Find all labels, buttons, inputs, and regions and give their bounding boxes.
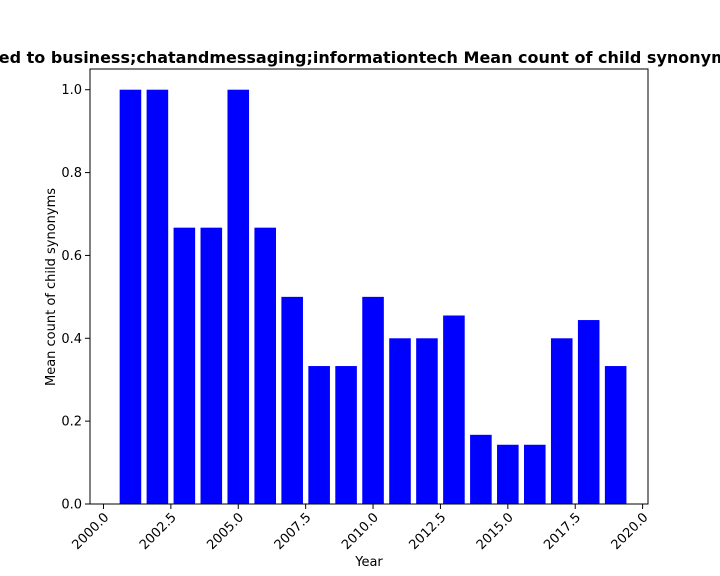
x-tick-label: 2002.5 [137,510,180,553]
bar-2012 [416,338,438,504]
x-tick-label: 2017.5 [541,510,584,553]
bar-2002 [146,89,169,505]
x-tick-label: 2012.5 [406,510,449,553]
plot-frame [89,68,649,505]
y-tick-label: 1.0 [61,83,82,98]
bar-2017 [550,338,573,504]
bar-2010 [362,296,384,504]
y-tick-label: 0.6 [61,249,82,264]
bar-2009 [335,366,357,504]
x-tick-label: 2010.0 [339,510,382,553]
x-tick-label: 2005.0 [204,510,247,553]
bar-2013 [443,315,465,504]
x-axis-label: Year [354,555,383,570]
bar-2004 [200,227,223,505]
y-tick-label: 0.0 [61,498,82,513]
x-tick-label: 2015.0 [474,510,517,553]
bar-2007 [281,296,303,504]
bar-2019 [604,366,627,504]
y-tick-label: 0.4 [61,332,82,347]
x-tick-label: 2000.0 [70,510,113,553]
chart-title: ed to business;chatandmessaging;informat… [0,48,720,67]
y-tick-label: 0.8 [61,166,82,181]
bar-2015 [497,444,519,504]
bar-2006 [254,227,276,505]
bar-2001 [119,89,142,505]
y-tick-label: 0.2 [61,415,82,430]
bar-2016 [524,444,546,504]
x-tick-label: 2007.5 [272,510,315,553]
y-axis: 0.0 0.2 0.4 0.6 0.8 1.0 [61,83,90,513]
x-axis: 2000.0 2002.5 2005.0 2007.5 2010.0 2012.5 2015… [70,504,652,553]
bar-2005 [227,89,250,505]
bars-group [119,89,627,505]
bar-2018 [577,320,600,504]
y-axis-label: Mean count of child synonyms [44,188,59,386]
bar-2003 [173,227,196,505]
bar-2011 [389,338,411,504]
bar-2008 [308,366,330,504]
bar-2014 [470,434,492,504]
x-tick-label: 2020.0 [609,510,652,553]
